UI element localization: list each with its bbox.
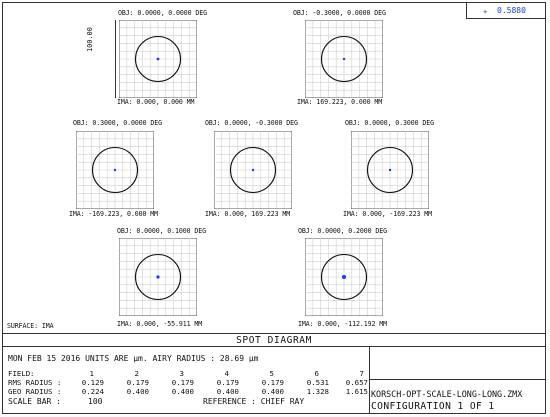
- rms-value: 0.179: [216, 378, 239, 387]
- spot-point: [156, 275, 160, 279]
- airy-disk-circle: [320, 253, 368, 301]
- rms-value: 0.179: [171, 378, 194, 387]
- rms-value: 0.179: [126, 378, 149, 387]
- geo-label: GEO RADIUS :: [8, 387, 62, 396]
- spot-field-7-plot: [305, 238, 383, 316]
- spot-point: [251, 168, 255, 172]
- rms-label: RMS RADIUS :: [8, 378, 62, 387]
- field-4-ima-label: IMA: 0.000, 169.223 MM: [205, 210, 291, 218]
- rms-value: 0.657: [345, 378, 368, 387]
- field-separator: :: [30, 369, 35, 378]
- info-panel: MON FEB 15 2016 UNITS ARE µm. AIRY RADIU…: [2, 346, 370, 414]
- surface-label: SURFACE: IMA: [7, 322, 54, 330]
- divider: [369, 379, 546, 380]
- spot-field-5-plot: [351, 131, 429, 209]
- geo-value: 1.328: [306, 387, 329, 396]
- field-4-obj-label: OBJ: 0.0000, -0.3000 DEG: [205, 119, 298, 127]
- file-info-panel: KORSCH-OPT-SCALE-LONG-LONG.ZMX CONFIGURA…: [369, 346, 546, 414]
- field-number: 7: [359, 369, 364, 378]
- field-7-ima-label: IMA: 0.000, -112.192 MM: [298, 320, 388, 328]
- plot-title: SPOT DIAGRAM: [2, 333, 546, 347]
- field-label: FIELD: [8, 369, 31, 378]
- field-1-obj-label: OBJ: 0.0000, 0.0000 DEG: [118, 9, 208, 17]
- spot-field-6: [119, 238, 197, 316]
- field-6-obj-label: OBJ: 0.0000, 0.1000 DEG: [117, 227, 207, 235]
- spot-field-2-plot: [305, 20, 383, 98]
- geo-row: GEO RADIUS : 0.224 0.400 0.400 0.400 0.4…: [8, 387, 368, 396]
- geo-value: 0.400: [126, 387, 149, 396]
- scale-row: SCALE BAR : 100 REFERENCE : CHIEF RAY: [8, 397, 368, 406]
- field-number: 1: [89, 369, 94, 378]
- field-number: 3: [179, 369, 184, 378]
- spot-field-4: [214, 131, 292, 209]
- geo-value: 0.400: [261, 387, 284, 396]
- spot-point: [388, 168, 392, 172]
- airy-disk-circle: [134, 35, 182, 83]
- scale-bar-row-label: SCALE BAR :: [8, 397, 61, 406]
- field-number: 4: [224, 369, 229, 378]
- scale-bar-value: 100: [88, 397, 103, 406]
- field-number: 6: [314, 369, 319, 378]
- scale-bar-line: [115, 20, 116, 98]
- field-number: 5: [269, 369, 274, 378]
- spot-field-5: [351, 131, 429, 209]
- wavelength-value: 0.5880: [497, 6, 526, 15]
- airy-disk-circle: [320, 35, 368, 83]
- geo-value: 0.400: [216, 387, 239, 396]
- geo-value: 1.615: [345, 387, 368, 396]
- scale-bar-label: 100.00: [86, 27, 94, 52]
- wavelength-legend: + 0.5880: [466, 3, 546, 19]
- field-1-ima-label: IMA: 0.000, 0.000 MM: [117, 98, 195, 106]
- field-row: FIELD : 1 2 3 4 5 6 7: [8, 369, 368, 378]
- spot-field-1: [119, 20, 197, 98]
- spot-field-6-plot: [119, 238, 197, 316]
- airy-disk-circle: [229, 146, 277, 194]
- field-2-obj-label: OBJ: -0.3000, 0.0000 DEG: [293, 9, 386, 17]
- field-7-obj-label: OBJ: 0.0000, 0.2000 DEG: [298, 227, 388, 235]
- spot-field-7: [305, 238, 383, 316]
- airy-disk-circle: [134, 253, 182, 301]
- spot-point: [342, 275, 346, 279]
- field-5-ima-label: IMA: 0.000, -169.223 MM: [343, 210, 433, 218]
- rms-row: RMS RADIUS : 0.129 0.179 0.179 0.179 0.1…: [8, 378, 368, 387]
- spot-field-2: [305, 20, 383, 98]
- file-name: KORSCH-OPT-SCALE-LONG-LONG.ZMX: [371, 389, 523, 399]
- field-3-ima-label: IMA: -169.223, 0.000 MM: [69, 210, 159, 218]
- spot-point: [342, 57, 346, 61]
- field-2-ima-label: IMA: 169.223, 0.000 MM: [297, 98, 383, 106]
- rms-value: 0.531: [306, 378, 329, 387]
- geo-value: 0.400: [171, 387, 194, 396]
- rms-value: 0.129: [81, 378, 104, 387]
- spot-field-4-plot: [214, 131, 292, 209]
- airy-disk-circle: [91, 146, 139, 194]
- spot-diagram-frame: [2, 2, 546, 414]
- spot-field-3: [76, 131, 154, 209]
- date-units-line: MON FEB 15 2016 UNITS ARE µm. AIRY RADIU…: [8, 354, 259, 363]
- airy-disk-circle: [366, 146, 414, 194]
- field-5-obj-label: OBJ: 0.0000, 0.3000 DEG: [345, 119, 435, 127]
- field-number: 2: [134, 369, 139, 378]
- spot-point: [156, 57, 160, 61]
- spot-field-1-plot: [119, 20, 197, 98]
- geo-value: 0.224: [81, 387, 104, 396]
- configuration-label: CONFIGURATION 1 OF 1: [371, 401, 495, 412]
- spot-field-3-plot: [76, 131, 154, 209]
- rms-value: 0.179: [261, 378, 284, 387]
- field-3-obj-label: OBJ: 0.3000, 0.0000 DEG: [73, 119, 163, 127]
- wavelength-marker-icon: +: [483, 8, 488, 16]
- spot-point: [113, 168, 117, 172]
- field-6-ima-label: IMA: 0.000, -55.911 MM: [117, 320, 203, 328]
- reference-label: REFERENCE : CHIEF RAY: [203, 397, 305, 406]
